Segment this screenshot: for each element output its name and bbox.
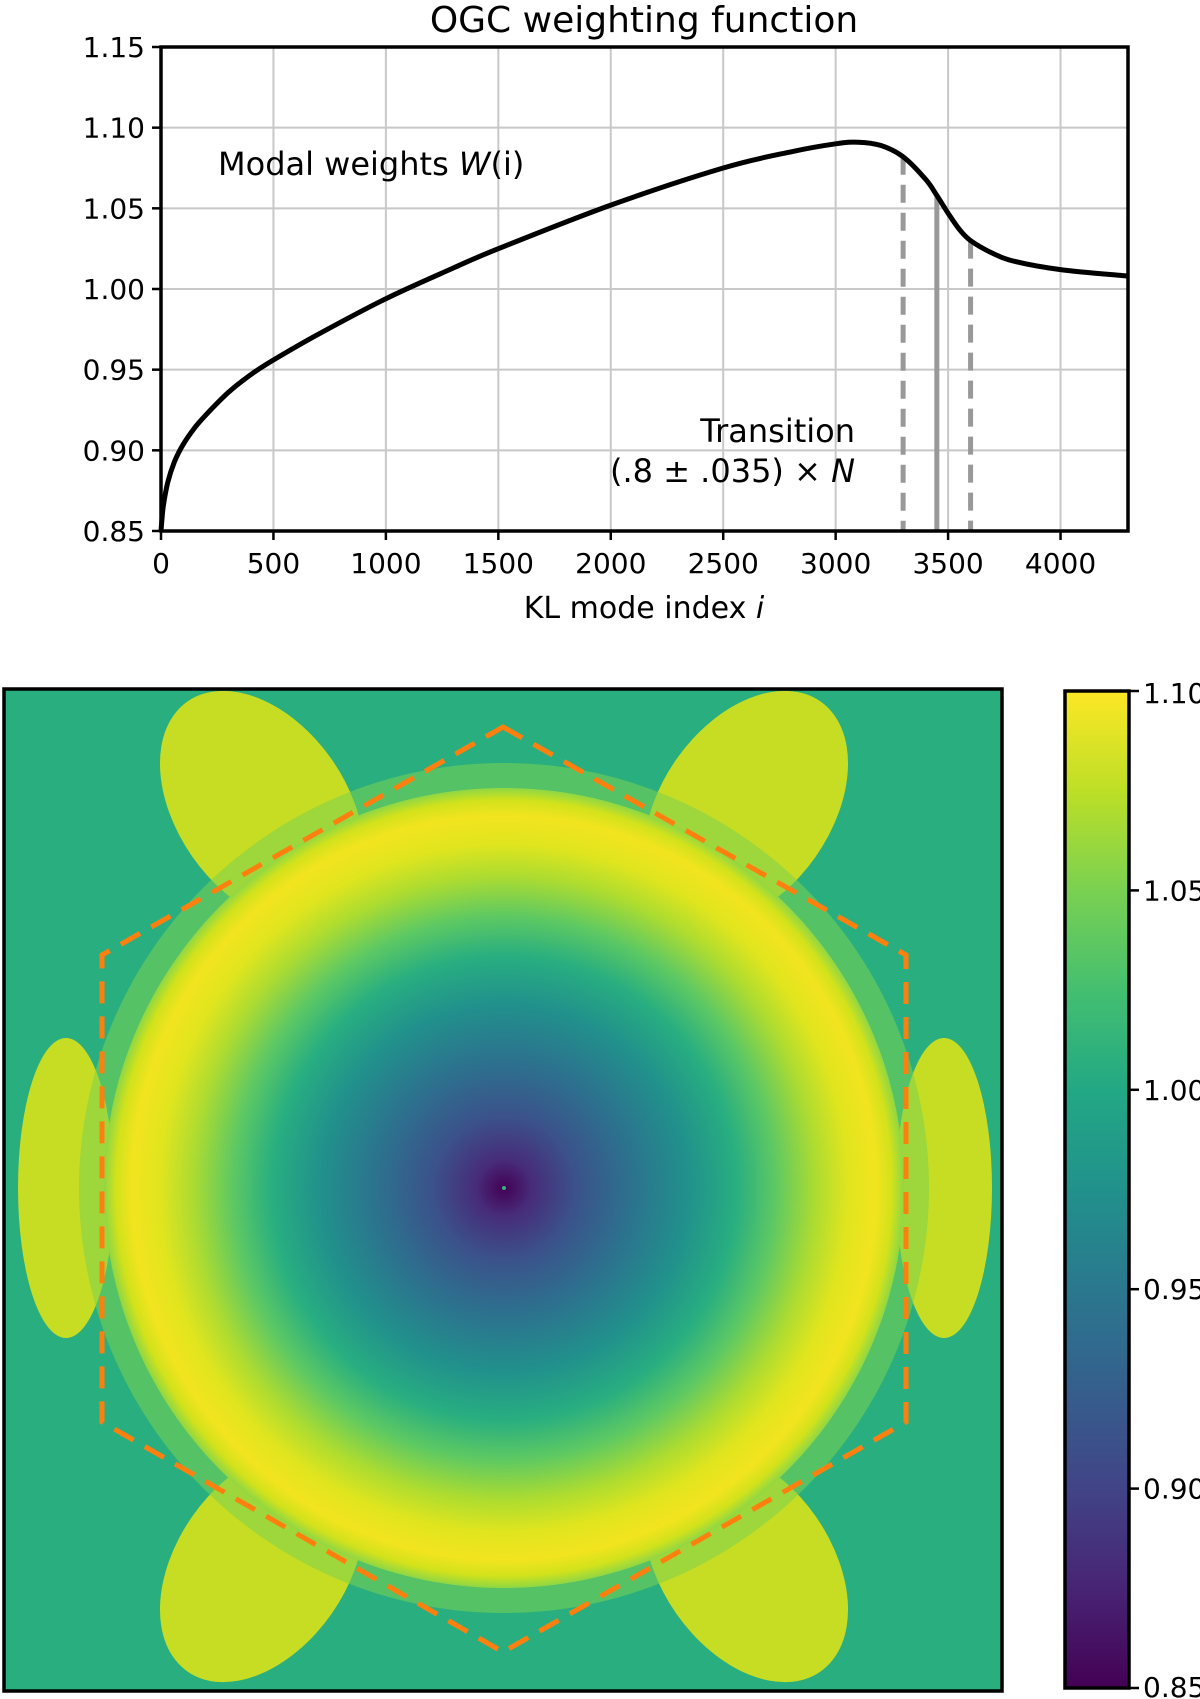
colorbar-tick-label: 1.10 [1143,677,1200,710]
center-pixel [502,1186,506,1190]
y-tick-label: 1.10 [83,112,145,145]
colorbar-tick-label: 1.05 [1143,874,1200,907]
y-tick-label: 0.95 [83,354,145,387]
x-tick-label: 500 [247,547,300,580]
curve-label: Modal weights W(i) [218,145,524,183]
x-tick-label: 1000 [350,547,421,580]
x-tick-label: 2000 [575,547,646,580]
colorbar-ticks: 0.85 0.90 0.95 1.00 1.05 1.10 [1129,677,1200,1699]
x-tick-label: 0 [152,547,170,580]
colorbar-tick-label: 1.00 [1143,1074,1200,1107]
colorbar-tick-label: 0.90 [1143,1473,1200,1506]
colorbar-frame [1063,689,1131,1690]
y-tick-label: 0.90 [83,434,145,467]
y-tick-label: 0.85 [83,515,145,548]
x-tick-label: 4000 [1025,547,1096,580]
x-axis-label: KL mode index i [524,591,765,626]
heatmap-frame [2,687,1004,1693]
y-tick-label: 1.15 [83,31,145,64]
y-tick-label: 1.00 [83,273,145,306]
hexagon-overlay [99,724,909,1655]
x-tick-label: 1500 [463,547,534,580]
transition-label: Transition [699,412,855,450]
colorbar-tick-label: 0.85 [1143,1671,1200,1699]
x-axis-ticks: 0 500 1000 1500 2000 2500 3000 3500 4000 [152,531,1096,580]
modal-weight-curve [158,139,1129,532]
weight-heatmap [2,687,1004,1693]
line-chart: OGC weighting function 0 500 1000 1500 2000 2… [83,0,1130,626]
colorbar-tick-label: 0.95 [1143,1273,1200,1306]
x-tick-label: 3500 [912,547,983,580]
x-tick-label: 2500 [688,547,759,580]
chart-title: OGC weighting function [430,0,858,41]
colorbar-gradient [1065,691,1129,1688]
y-axis-ticks: 0.85 0.90 0.95 1.00 1.05 1.10 1.15 [83,31,161,548]
transition-lines [900,156,974,531]
heatmap-image [18,690,992,1683]
y-tick-label: 1.05 [83,192,145,225]
x-tick-label: 3000 [800,547,871,580]
colorbar: 0.85 0.90 0.95 1.00 1.05 1.10 [1063,677,1200,1699]
transition-formula: (.8 ± .035) × N [610,452,855,490]
